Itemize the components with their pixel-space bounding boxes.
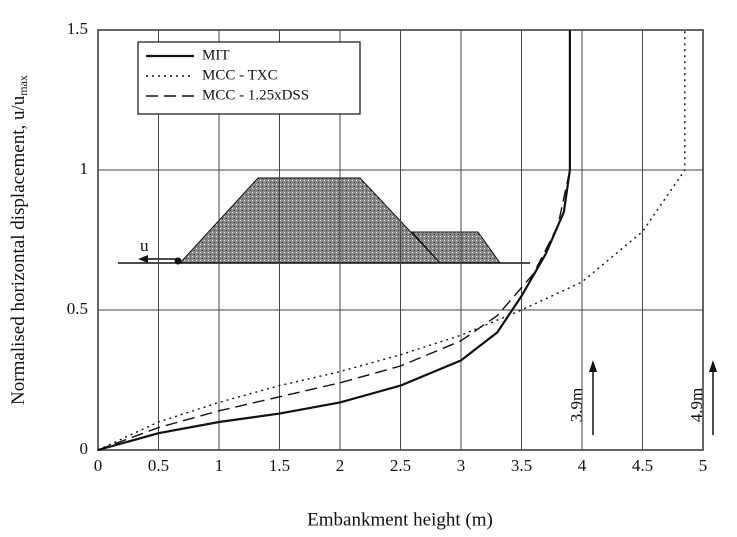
annotation: 4.9m: [687, 388, 706, 422]
legend-box: [137, 41, 361, 115]
x-tick-label: 1.5: [269, 456, 290, 475]
legend-label: MCC - 1.25xDSS: [202, 87, 309, 103]
height-arrows: [592, 368, 714, 435]
line-series: [97, 30, 571, 452]
arrow-head: [589, 360, 597, 372]
x-tick-label: 1: [215, 456, 224, 475]
legend-label: MIT: [202, 47, 230, 63]
y-tick-label: 1.5: [67, 19, 88, 38]
embankment-diagram: [118, 177, 530, 265]
annotation: u: [140, 236, 149, 255]
legend-label: MCC - TXC: [202, 67, 278, 83]
arrow-head: [709, 360, 717, 372]
y-tick-label: 1: [80, 159, 89, 178]
x-tick-label: 2.5: [390, 456, 411, 475]
x-tick-label: 5: [699, 456, 708, 475]
x-axis-label: Embankment height (m): [307, 509, 493, 530]
y-axis-label-sub: max: [16, 75, 30, 96]
x-tick-label: 0: [94, 456, 103, 475]
y-axis-label: Normalised horizontal displacement, u/um…: [8, 75, 29, 405]
x-tick-label: 4.5: [632, 456, 653, 475]
x-tick-label: 4: [578, 456, 587, 475]
line-series: [97, 30, 686, 451]
y-tick-label: 0: [80, 439, 89, 458]
x-tick-label: 3: [457, 456, 466, 475]
y-tick-label: 0.5: [67, 299, 88, 318]
x-tick-label: 0.5: [148, 456, 169, 475]
x-tick-label: 2: [336, 456, 345, 475]
y-axis-label-main: Normalised horizontal displacement, u/u: [8, 95, 29, 405]
annotation: 3.9m: [567, 388, 586, 422]
line-series: [97, 30, 571, 451]
x-tick-label: 3.5: [511, 456, 532, 475]
